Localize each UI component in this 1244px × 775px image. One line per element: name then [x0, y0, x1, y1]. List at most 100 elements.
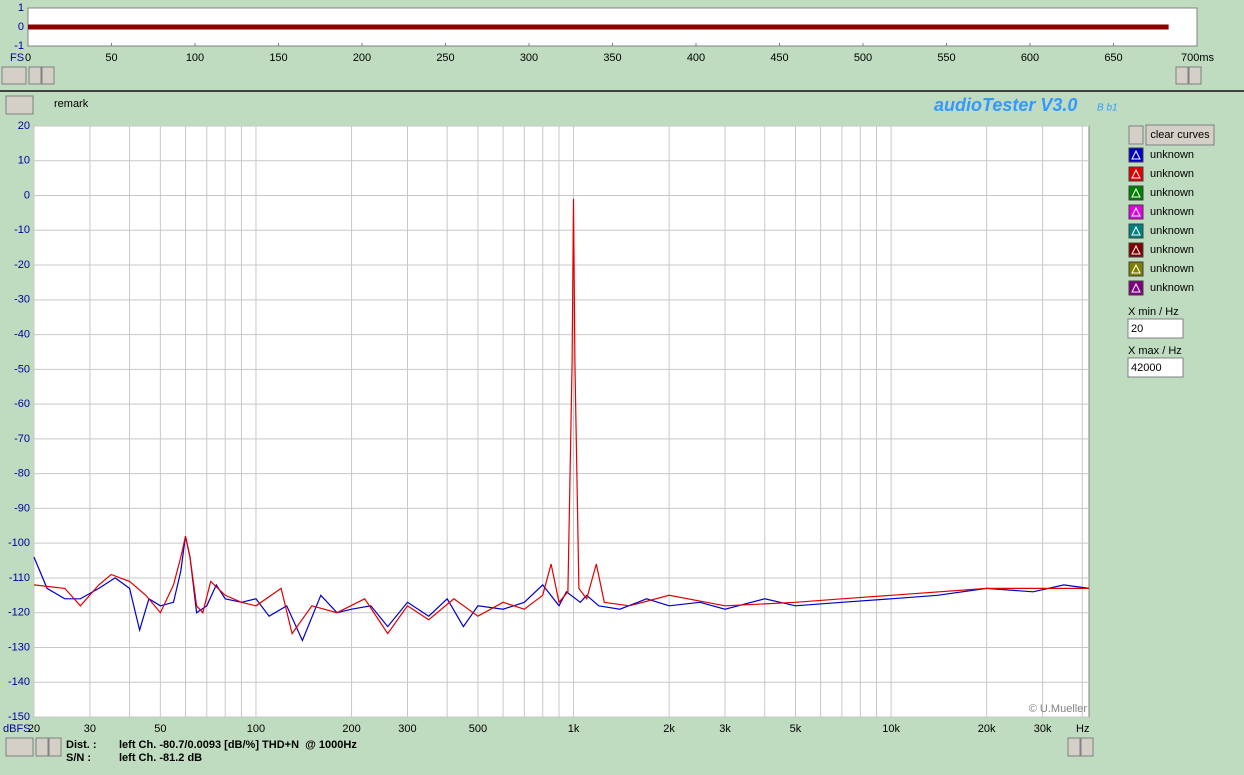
scroll-right[interactable] — [41, 66, 55, 85]
remark: remark — [54, 98, 89, 110]
x-tick-label: 1k — [568, 723, 580, 735]
xmax-label: X max / Hz — [1128, 345, 1182, 357]
y-tick-label: 0 — [24, 189, 30, 201]
xmin-value[interactable]: 20 — [1131, 323, 1143, 335]
legend-label: unknown — [1150, 244, 1194, 256]
x-tick-label: 600 — [1021, 52, 1039, 64]
spin-button[interactable] — [1, 66, 27, 85]
spin-button[interactable] — [5, 737, 34, 757]
x-tick-label: 3k — [719, 723, 731, 735]
y-tick-label: -50 — [14, 363, 30, 375]
xmin-label: X min / Hz — [1128, 306, 1179, 318]
x-tick-label: 500 — [854, 52, 872, 64]
x-tick-label: 50 — [154, 723, 166, 735]
x-tick-label: 400 — [687, 52, 705, 64]
y-tick-label: -140 — [8, 676, 30, 688]
x-tick-label: 500 — [469, 723, 487, 735]
x-tick-label: 200 — [353, 52, 371, 64]
legend: unknown unknown unknown unknown unknown unkno… — [1128, 147, 1194, 296]
legend-label: unknown — [1150, 263, 1194, 275]
legend-icon — [1131, 206, 1141, 217]
y-tick-label: -40 — [14, 328, 30, 340]
y-tick-label: -1 — [14, 40, 24, 52]
x-tick-label: 150 — [269, 52, 287, 64]
xmin-input[interactable] — [1127, 318, 1184, 339]
x-tick-label: 5k — [790, 723, 802, 735]
y-tick-label: -130 — [8, 641, 30, 653]
dist-label: Dist. : — [66, 739, 97, 751]
x-tick-label: 250 — [436, 52, 454, 64]
sn-label: S/N : — [66, 752, 91, 764]
clear-curves-button[interactable] — [1145, 124, 1215, 146]
grid — [33, 125, 1089, 718]
x-tick-label: 100 — [247, 723, 265, 735]
spectrum-plot — [33, 125, 1090, 718]
scroll-left[interactable] — [1067, 737, 1081, 757]
x-tick-label: 100 — [186, 52, 204, 64]
legend-label: unknown — [1150, 206, 1194, 218]
sn-text: left Ch. -81.2 dB — [119, 752, 202, 764]
clear-curves-label[interactable]: clear curves — [1150, 129, 1210, 141]
y-tick-label: -30 — [14, 294, 30, 306]
y-tick-label: 0 — [18, 21, 24, 33]
y-tick-label: -10 — [14, 224, 30, 236]
scroll-right[interactable] — [1188, 66, 1202, 85]
curves — [33, 198, 1090, 643]
x-tick-label: 2k — [663, 723, 675, 735]
x-tick-label: 30k — [1034, 723, 1052, 735]
copyright: © U.Mueller — [1029, 703, 1088, 715]
y-tick-label: -20 — [14, 259, 30, 271]
spin-button[interactable] — [5, 95, 34, 115]
x-tick-label: 20 — [28, 723, 40, 735]
scroll-right[interactable] — [1080, 737, 1094, 757]
legend-icon — [1131, 244, 1141, 255]
scroll-left[interactable] — [35, 737, 49, 757]
y-tick-label: -120 — [8, 607, 30, 619]
x-tick-label: 30 — [84, 723, 96, 735]
legend-icon — [1131, 187, 1141, 198]
y-tick-label: -100 — [8, 537, 30, 549]
xmax-input[interactable] — [1127, 357, 1184, 378]
legend-icon — [1131, 282, 1141, 293]
legend-icon — [1131, 225, 1141, 236]
legend-label: unknown — [1150, 225, 1194, 237]
x-tick-label: 10k — [882, 723, 900, 735]
y-tick-label: -80 — [14, 468, 30, 480]
x-tick-label: 650 — [1104, 52, 1122, 64]
legend-icon — [1131, 168, 1141, 179]
scroll-left[interactable] — [1175, 66, 1189, 85]
y-tick-label: -70 — [14, 433, 30, 445]
scroll-right[interactable] — [48, 737, 62, 757]
y-tick-label: -150 — [8, 711, 30, 723]
x-axis-label: Hz — [1076, 723, 1089, 735]
x-tick-label: 300 — [398, 723, 416, 735]
legend-label: unknown — [1150, 187, 1194, 199]
x-tick-label: 450 — [770, 52, 788, 64]
y-tick-label: 20 — [18, 120, 30, 132]
legend-label: unknown — [1150, 168, 1194, 180]
y-tick-label: 10 — [18, 155, 30, 167]
y-tick-label: -110 — [9, 572, 30, 584]
app-version: B b1 — [1097, 103, 1118, 114]
dist-text: left Ch. -80.7/0.0093 [dB/%] THD+N @ 100… — [119, 739, 357, 751]
scroll-left[interactable] — [28, 66, 42, 85]
spectrum-curve — [33, 536, 1090, 643]
x-tick-label: 350 — [603, 52, 621, 64]
legend-icon — [1131, 149, 1141, 160]
x-tick-label: 700ms — [1181, 52, 1215, 64]
x-tick-label: 200 — [342, 723, 360, 735]
x-tick-label: 20k — [978, 723, 996, 735]
x-tick-label: 300 — [520, 52, 538, 64]
app-title: audioTester V3.0 — [934, 95, 1077, 115]
waveform-y-label: FS — [10, 52, 24, 64]
x-tick-label: 550 — [937, 52, 955, 64]
y-tick-label: -90 — [14, 502, 30, 514]
x-tick-label: 0 — [25, 52, 31, 64]
x-tick-label: 50 — [105, 52, 117, 64]
legend-label: unknown — [1150, 149, 1194, 161]
xmax-value[interactable]: 42000 — [1131, 362, 1162, 374]
spin-button[interactable] — [1128, 125, 1144, 145]
y-tick-label: 1 — [18, 2, 24, 14]
legend-icon — [1131, 263, 1141, 274]
